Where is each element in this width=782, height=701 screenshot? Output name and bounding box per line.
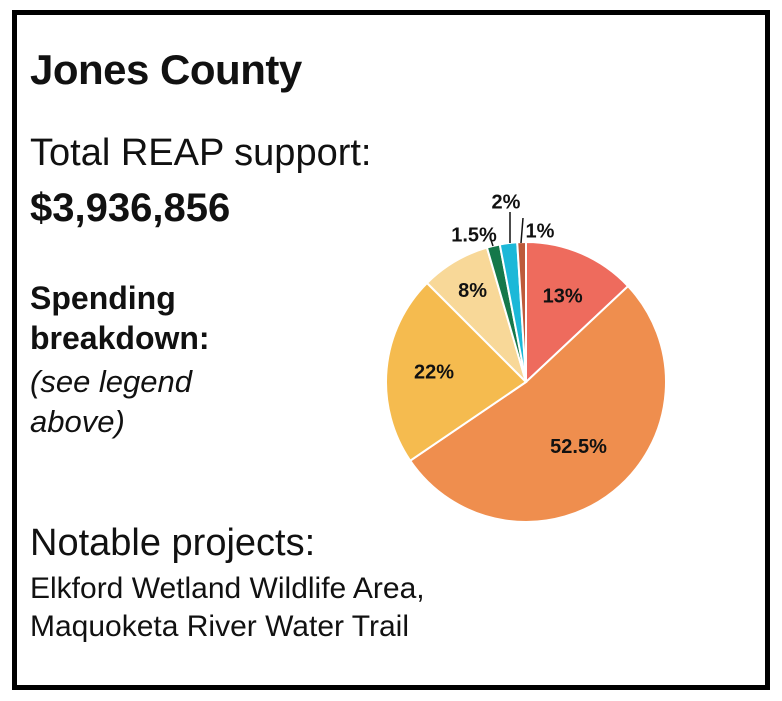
county-card — [12, 10, 770, 690]
spending-breakdown-note: (see legend above) — [30, 364, 193, 439]
pie-slice-label: 22% — [414, 362, 454, 384]
pie-label-leader-line — [490, 239, 494, 247]
notable-project-item: Elkford Wetland Wildlife Area, — [30, 572, 425, 605]
notable-project-item: Maquoketa River Water Trail — [30, 610, 410, 643]
pie-slice — [385, 281, 528, 463]
spending-breakdown-title: Spending breakdown: — [30, 280, 210, 356]
notable-projects-list: Elkford Wetland Wildlife Area, Maquoketa… — [30, 570, 730, 646]
pie-slice — [525, 240, 630, 385]
pie-slice-label: 13% — [543, 285, 583, 307]
pie-slice-label: 52.5% — [550, 436, 607, 458]
pie-slice-label: 2% — [492, 191, 521, 213]
pie-slice — [408, 284, 667, 523]
county-title: Jones County — [30, 46, 302, 93]
pie-slice-label: 1.5% — [451, 224, 497, 246]
notable-projects-title: Notable projects: — [30, 522, 316, 564]
pie-slice-label: 8% — [458, 280, 487, 302]
total-support-label: Total REAP support: — [30, 132, 372, 174]
pie-label-leader-line — [520, 217, 524, 244]
total-support-value: $3,936,856 — [30, 186, 231, 230]
pie-slice-label: 1% — [526, 220, 555, 242]
